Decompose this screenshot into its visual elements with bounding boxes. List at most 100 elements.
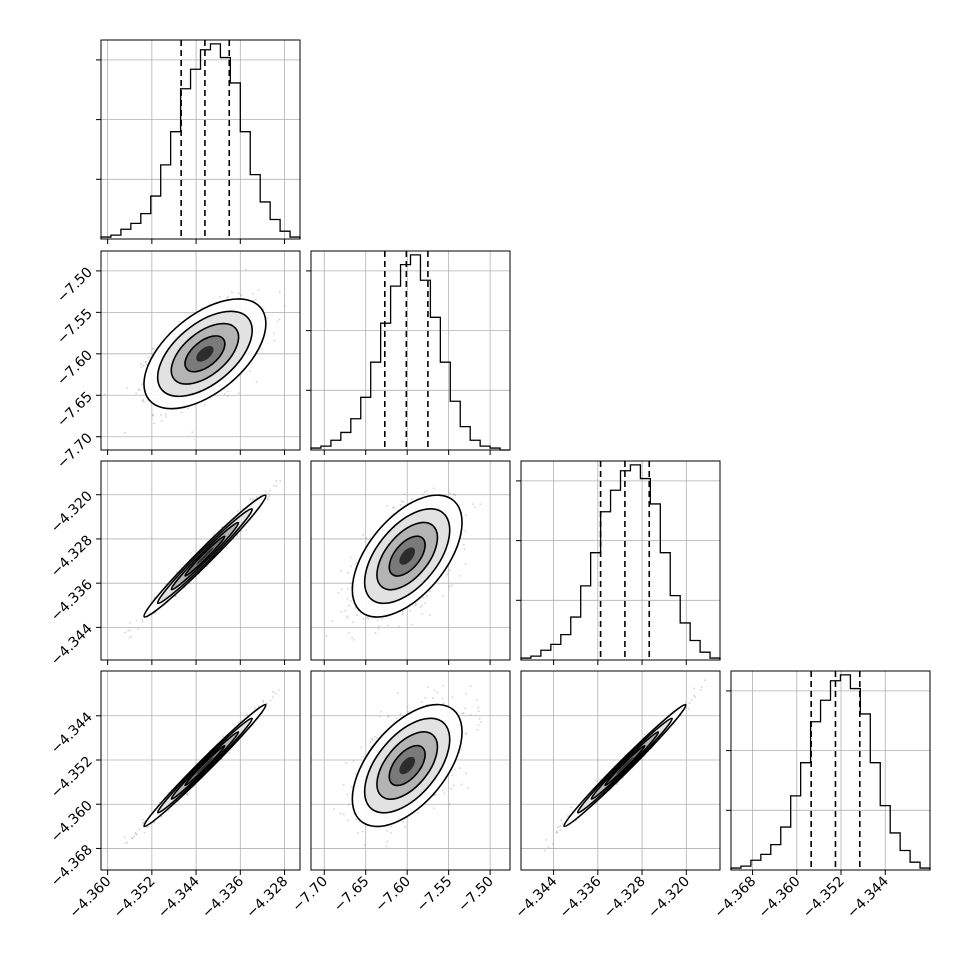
scatter-point: [450, 584, 453, 587]
scatter-point: [166, 450, 168, 452]
y-tick-label: −7.50: [54, 264, 96, 306]
scatter-point: [278, 290, 281, 293]
scatter-point: [378, 625, 380, 627]
scatter-point: [127, 629, 130, 632]
scatter-point: [442, 594, 444, 597]
scatter-point: [365, 537, 368, 540]
scatter-point: [409, 609, 412, 612]
scatter-point: [145, 360, 148, 363]
scatter-point: [463, 548, 466, 550]
y-tick-label: −4.320: [48, 488, 96, 536]
scatter-point: [223, 393, 226, 395]
scatter-point: [165, 415, 167, 418]
scatter-point: [349, 556, 352, 559]
scatter-point: [410, 623, 413, 626]
scatter-point: [366, 617, 369, 620]
scatter-point: [147, 356, 150, 359]
scatter-point: [421, 613, 424, 615]
scatter-point: [374, 631, 377, 634]
scatter-point: [160, 815, 163, 818]
scatter-point: [273, 332, 275, 335]
scatter-point: [269, 489, 271, 492]
scatter-point: [141, 618, 144, 621]
scatter-point: [222, 735, 224, 738]
scatter-point: [248, 370, 251, 372]
scatter-point: [138, 828, 141, 831]
scatter-panel-3-0: [96, 670, 301, 875]
scatter-point: [236, 510, 239, 512]
histogram-panel-0: [96, 39, 301, 244]
histogram-step: [520, 464, 721, 660]
scatter-point: [402, 501, 405, 503]
scatter-point: [267, 492, 270, 495]
scatter-point: [135, 392, 138, 395]
scatter-point: [283, 305, 286, 308]
scatter-point: [474, 506, 477, 508]
scatter-point: [227, 390, 229, 393]
scatter-point: [377, 628, 380, 630]
scatter-point: [128, 636, 131, 639]
scatter-point: [401, 613, 404, 615]
scatter-point: [129, 621, 132, 624]
scatter-point: [264, 490, 267, 493]
scatter-point: [400, 500, 403, 503]
scatter-point: [254, 298, 257, 300]
scatter-point: [426, 490, 428, 492]
scatter-point: [464, 514, 467, 517]
density-layer: [123, 689, 280, 845]
scatter-point: [153, 422, 156, 425]
y-tick-label: −7.55: [54, 306, 96, 348]
scatter-point: [350, 565, 352, 568]
scatter-point: [142, 399, 145, 401]
scatter-point: [251, 498, 254, 501]
scatter-point: [423, 602, 426, 604]
scatter-point: [143, 831, 146, 834]
scatter-point: [178, 320, 181, 323]
scatter-point: [426, 594, 428, 597]
scatter-point: [129, 629, 132, 632]
scatter-point: [381, 618, 383, 620]
scatter-point: [273, 484, 275, 487]
panel-frame: [310, 250, 511, 451]
scatter-point: [152, 413, 155, 416]
scatter-point: [464, 562, 467, 565]
scatter-point: [142, 818, 144, 821]
scatter-point: [446, 573, 449, 576]
scatter-point: [449, 585, 451, 588]
scatter-point: [420, 604, 423, 607]
y-tick-label: −4.328: [48, 532, 96, 580]
scatter-point: [175, 595, 177, 597]
scatter-point: [126, 841, 129, 844]
scatter-point: [273, 339, 276, 342]
scatter-point: [392, 506, 395, 509]
scatter-point: [362, 533, 365, 536]
scatter-point: [348, 604, 350, 607]
scatter-point: [346, 571, 349, 574]
scatter-point: [344, 609, 347, 612]
scatter-point: [238, 292, 240, 295]
scatter-point: [337, 592, 340, 594]
scatter-point: [175, 571, 178, 573]
scatter-point: [347, 617, 349, 619]
density-layer: [124, 479, 282, 639]
scatter-point: [143, 401, 145, 403]
scatter-point: [142, 364, 145, 367]
y-tick-label: −7.70: [54, 430, 96, 472]
tick-labels: −7.50−7.55−7.60−7.65−7.70: [54, 264, 96, 471]
scatter-point: [245, 268, 247, 271]
scatter-point: [227, 295, 230, 298]
scatter-point: [260, 348, 263, 351]
density-contour: [196, 345, 214, 362]
scatter-point: [429, 590, 432, 593]
scatter-point: [240, 294, 243, 296]
scatter-point: [141, 621, 144, 623]
scatter-point: [448, 569, 451, 572]
scatter-point: [180, 411, 183, 414]
scatter-point: [401, 611, 404, 613]
scatter-point: [393, 506, 396, 509]
scatter-point: [415, 603, 417, 606]
scatter-point: [204, 404, 207, 406]
panel-frame: [310, 460, 511, 661]
scatter-point: [275, 485, 278, 487]
